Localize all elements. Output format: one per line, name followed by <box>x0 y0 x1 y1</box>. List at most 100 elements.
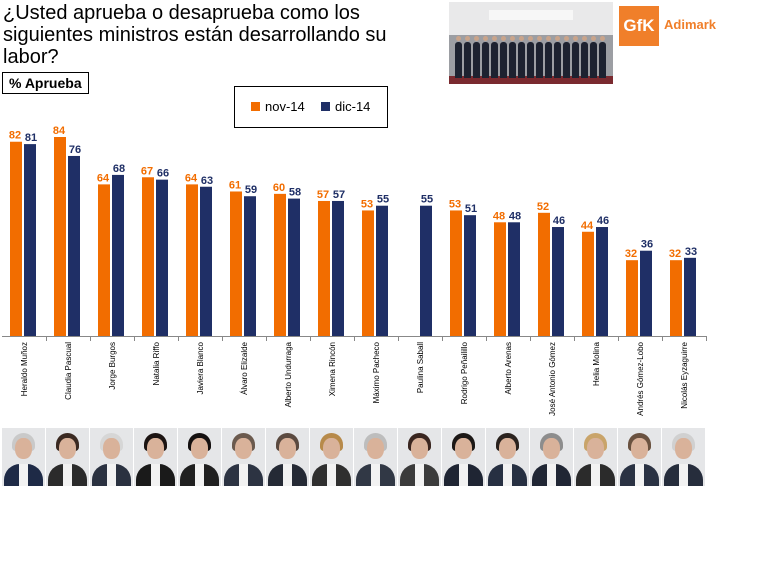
bar-dic-14 <box>288 198 300 336</box>
group-photo-person <box>491 36 498 78</box>
bar-dic-14 <box>552 227 564 336</box>
minister-portrait <box>222 428 265 486</box>
bar-dic-14 <box>200 186 212 336</box>
category-label: Claudia Pascual <box>64 342 73 400</box>
bar-nov-14 <box>362 210 374 336</box>
group-photo-person <box>590 36 597 78</box>
bar-dic-14 <box>508 222 520 336</box>
group-photo-person <box>500 36 507 78</box>
portrait-shirt <box>503 464 512 486</box>
data-label-dic-14: 46 <box>553 215 565 227</box>
data-label-dic-14: 51 <box>465 203 477 215</box>
data-label-nov-14: 84 <box>53 125 66 137</box>
logo-brand: Adimark <box>664 17 717 32</box>
portrait-shirt <box>239 464 248 486</box>
category-label: Javiera Blanco <box>196 341 205 394</box>
data-label-dic-14: 46 <box>597 215 609 227</box>
portrait-head <box>15 438 32 459</box>
portrait-shirt <box>591 464 600 486</box>
group-photo-person <box>545 36 552 78</box>
category-label: Heraldo Muñoz <box>20 342 29 396</box>
bar-dic-14 <box>640 250 652 336</box>
group-photo-person <box>536 36 543 78</box>
data-label-dic-14: 55 <box>377 194 389 206</box>
group-photo-person <box>527 36 534 78</box>
data-label-nov-14: 53 <box>361 198 373 210</box>
portrait-head <box>631 438 648 459</box>
portrait-shirt <box>19 464 28 486</box>
data-label-nov-14: 61 <box>229 179 241 191</box>
legend-item-nov: nov-14 <box>251 99 305 114</box>
category-label: José Antonio Gómez <box>548 342 557 416</box>
group-photo-person <box>473 36 480 78</box>
minister-portrait <box>134 428 177 486</box>
group-photo-person <box>464 36 471 78</box>
portrait-shirt <box>151 464 160 486</box>
bar-dic-14 <box>68 155 80 336</box>
minister-portrait <box>398 428 441 486</box>
bar-dic-14 <box>112 174 124 336</box>
minister-portrait <box>310 428 353 486</box>
bar-dic-14 <box>684 257 696 336</box>
minister-portraits <box>0 428 705 488</box>
group-photo-person <box>599 36 606 78</box>
group-photo-person <box>455 36 462 78</box>
logo-mark: GfK <box>619 6 659 46</box>
legend-label-nov: nov-14 <box>265 99 305 114</box>
minister-portrait <box>90 428 133 486</box>
data-label-dic-14: 63 <box>201 175 213 187</box>
category-label: Andrés Gómez-Lobo <box>636 341 645 415</box>
portrait-head <box>59 438 76 459</box>
category-label: Rodrigo Peñailillo <box>460 341 469 404</box>
bar-dic-14 <box>464 215 476 336</box>
category-label: Paulina Saball <box>416 342 425 393</box>
bar-nov-14 <box>274 193 286 336</box>
data-label-dic-14: 57 <box>333 189 345 201</box>
portrait-head <box>411 438 428 459</box>
portrait-head <box>103 438 120 459</box>
bar-dic-14 <box>332 200 344 336</box>
data-label-nov-14: 32 <box>669 248 681 260</box>
minister-portrait <box>2 428 45 486</box>
minister-portrait <box>574 428 617 486</box>
bar-nov-14 <box>186 184 198 336</box>
minister-portrait <box>178 428 221 486</box>
data-label-dic-14: 59 <box>245 184 257 196</box>
bar-nov-14 <box>142 177 154 336</box>
portrait-shirt <box>547 464 556 486</box>
cabinet-group-photo <box>449 2 613 84</box>
bar-nov-14 <box>670 260 682 336</box>
data-label-dic-14: 58 <box>289 187 301 199</box>
group-photo-person <box>572 36 579 78</box>
category-label: Alberto Undurraga <box>284 341 293 407</box>
data-label-dic-14: 76 <box>69 144 81 156</box>
data-label-nov-14: 53 <box>449 198 461 210</box>
portrait-head <box>147 438 164 459</box>
data-label-nov-14: 64 <box>185 172 198 184</box>
data-label-nov-14: 32 <box>625 248 637 260</box>
data-label-dic-14: 36 <box>641 239 653 251</box>
group-photo-person <box>518 36 525 78</box>
category-label: Álvaro Elizalde <box>240 341 249 394</box>
bar-dic-14 <box>376 205 388 336</box>
data-label-nov-14: 82 <box>9 130 21 142</box>
data-label-dic-14: 81 <box>25 132 37 144</box>
minister-portrait <box>530 428 573 486</box>
data-label-nov-14: 52 <box>537 201 549 213</box>
bar-nov-14 <box>494 222 506 336</box>
bar-dic-14 <box>244 196 256 336</box>
minister-portrait <box>442 428 485 486</box>
portrait-head <box>367 438 384 459</box>
data-label-nov-14: 57 <box>317 189 329 201</box>
group-photo-person <box>563 36 570 78</box>
data-label-nov-14: 60 <box>273 182 285 194</box>
minister-portrait <box>354 428 397 486</box>
legend-swatch-nov <box>251 102 260 111</box>
portrait-shirt <box>63 464 72 486</box>
y-axis-badge: % Aprueba <box>2 72 89 94</box>
data-label-dic-14: 33 <box>685 246 697 258</box>
bar-nov-14 <box>54 137 66 336</box>
portrait-shirt <box>679 464 688 486</box>
portrait-head <box>455 438 472 459</box>
portrait-shirt <box>459 464 468 486</box>
